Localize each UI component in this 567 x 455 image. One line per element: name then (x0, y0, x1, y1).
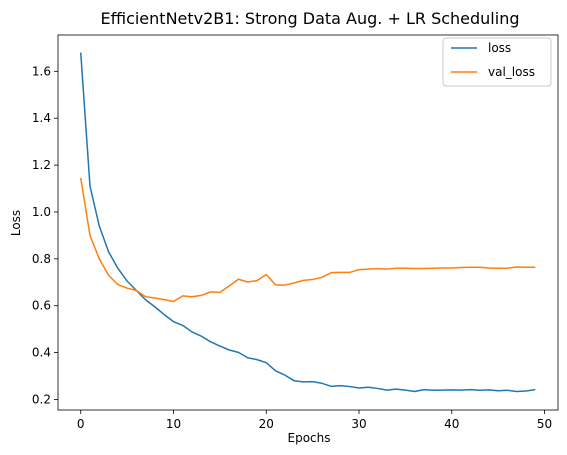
y-axis-ticks: 0.2 0.4 0.6 0.8 1.0 1.2 1.4 1.6 (32, 64, 58, 406)
y-tick-label: 0.6 (32, 299, 51, 313)
y-tick-label: 0.4 (32, 346, 51, 360)
series-line-val-loss (81, 178, 536, 302)
x-axis-label: Epochs (288, 431, 331, 445)
x-tick-label: 50 (537, 417, 552, 431)
y-axis-label: Loss (9, 210, 23, 236)
series-line-loss (81, 53, 536, 392)
y-tick-label: 1.2 (32, 158, 51, 172)
plot-frame (58, 35, 558, 410)
y-tick-label: 0.2 (32, 392, 51, 406)
legend-label-val-loss: val_loss (488, 65, 535, 79)
x-tick-label: 10 (166, 417, 181, 431)
plot-series (81, 53, 536, 392)
x-tick-label: 30 (351, 417, 366, 431)
x-tick-label: 20 (259, 417, 274, 431)
x-axis-ticks: 0 10 20 30 40 50 (77, 410, 552, 431)
x-tick-label: 40 (444, 417, 459, 431)
y-tick-label: 1.6 (32, 64, 51, 78)
chart-title: EfficientNetv2B1: Strong Data Aug. + LR … (100, 9, 519, 28)
x-tick-label: 0 (77, 417, 85, 431)
legend-label-loss: loss (488, 41, 511, 55)
y-tick-label: 1.4 (32, 111, 51, 125)
y-tick-label: 0.8 (32, 252, 51, 266)
y-tick-label: 1.0 (32, 205, 51, 219)
legend: loss val_loss (443, 38, 551, 86)
